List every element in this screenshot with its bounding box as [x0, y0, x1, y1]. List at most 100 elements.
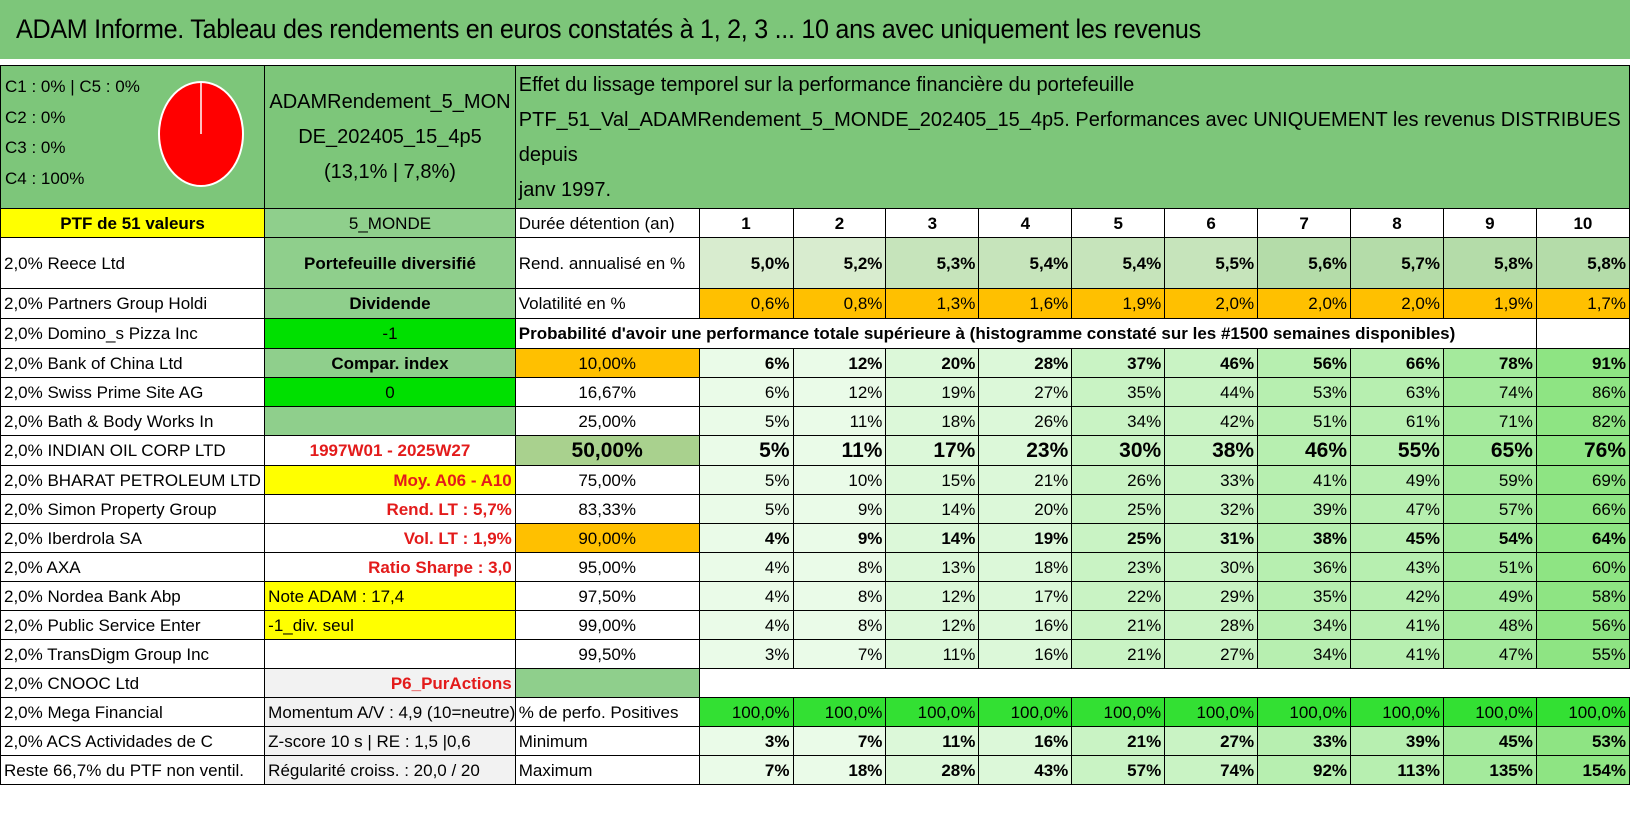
vol-value: 1,9% — [1071, 288, 1166, 319]
probability-value: 36% — [1257, 552, 1352, 582]
max-value: 7% — [698, 755, 794, 785]
dividend-label: Dividende — [264, 288, 516, 319]
probability-value: 57% — [1442, 494, 1537, 524]
rend-label: Rend. annualisé en % — [514, 237, 700, 289]
vol-label: Volatilité en % — [514, 288, 700, 319]
probability-value: 12% — [792, 348, 887, 378]
probability-value: 8% — [792, 552, 887, 582]
probability-value: 3% — [698, 639, 794, 669]
min-label: Minimum — [514, 726, 700, 756]
table-row: 2,0% Domino_s Pizza Inc -1 Probabilité d'a… — [0, 318, 1630, 349]
rend-lt-label: Rend. LT : 5,7% — [264, 494, 516, 524]
probability-value: 60% — [1535, 552, 1630, 582]
probability-value: 25% — [1071, 523, 1166, 553]
table-row: Reste 66,7% du PTF non ventil. Régularité… — [0, 755, 1630, 785]
probability-value: 5% — [698, 406, 794, 436]
vol-value: 1,9% — [1442, 288, 1537, 319]
vol-value: 2,0% — [1257, 288, 1352, 319]
table-row: 2,0% Mega Financial Momentum A/V : 4,9 (1… — [0, 697, 1630, 727]
year-header: 9 — [1442, 208, 1537, 238]
probability-value: 18% — [885, 406, 980, 436]
probability-value: 43% — [1350, 552, 1444, 582]
composition-cell: C1 : 0% | C5 : 0% C2 : 0% C3 : 0% C4 : 1… — [0, 65, 266, 209]
probability-value: 39% — [1257, 494, 1352, 524]
year-header: 7 — [1257, 208, 1352, 238]
probability-value: 12% — [885, 610, 980, 640]
probability-value: 71% — [1442, 406, 1537, 436]
probability-value: 19% — [978, 523, 1073, 553]
probability-value: 65% — [1442, 435, 1537, 466]
probability-value: 4% — [698, 552, 794, 582]
momentum-label: Momentum A/V : 4,9 (10=neutre) — [264, 697, 516, 727]
positive-value: 100,0% — [978, 697, 1073, 727]
table-row: 2,0% Bank of China Ltd Compar. index 10,00… — [0, 348, 1630, 378]
positive-value: 100,0% — [1535, 697, 1630, 727]
holding-name: 2,0% Partners Group Holdi — [0, 288, 266, 319]
probability-value: 31% — [1164, 523, 1259, 553]
probability-value: 17% — [885, 435, 980, 466]
probability-value: 55% — [1535, 639, 1630, 669]
probability-value: 26% — [978, 406, 1073, 436]
min-value: 16% — [978, 726, 1073, 756]
empty-green-cell — [264, 406, 516, 436]
min-value: 33% — [1257, 726, 1352, 756]
max-value: 18% — [792, 755, 887, 785]
probability-value: 61% — [1350, 406, 1444, 436]
table-row: 2,0% AXA Ratio Sharpe : 3,0 95,00% 4% 8% 13% 1… — [0, 552, 1630, 582]
vol-value: 1,3% — [885, 288, 980, 319]
empty-cell — [699, 668, 1630, 698]
probability-value: 21% — [1071, 639, 1166, 669]
probability-value: 42% — [1164, 406, 1259, 436]
probability-value: 51% — [1442, 552, 1537, 582]
portfolio-name-line1: ADAMRendement_5_MON — [269, 90, 511, 113]
probability-threshold: 10,00% — [514, 348, 700, 378]
rend-value: 5,4% — [1071, 237, 1166, 289]
composition-line: C2 : 0% — [5, 107, 66, 127]
probability-value: 48% — [1442, 610, 1537, 640]
probability-value: 5% — [698, 465, 794, 495]
holding-name: Reste 66,7% du PTF non ventil. — [0, 755, 266, 785]
probability-value: 21% — [978, 465, 1073, 495]
max-label: Maximum — [514, 755, 700, 785]
probability-value: 8% — [792, 610, 887, 640]
probability-value: 23% — [978, 435, 1073, 466]
vol-lt-label: Vol. LT : 1,9% — [264, 523, 516, 553]
probability-value: 59% — [1442, 465, 1537, 495]
probability-value: 35% — [1071, 377, 1166, 407]
probability-value: 32% — [1164, 494, 1259, 524]
composition-pie-chart — [158, 81, 244, 187]
vol-value: 1,6% — [978, 288, 1073, 319]
probability-value: 9% — [792, 523, 887, 553]
holding-name: 2,0% BHARAT PETROLEUM LTD — [0, 465, 266, 495]
minus-one-value: -1 — [264, 318, 516, 349]
zero-value: 0 — [264, 377, 516, 407]
year-header: 10 — [1535, 208, 1630, 238]
probability-value: 16% — [978, 639, 1073, 669]
holding-name: 2,0% Public Service Enter — [0, 610, 266, 640]
probability-value: 34% — [1071, 406, 1166, 436]
holding-name: 2,0% ACS Actividades de C — [0, 726, 266, 756]
probability-threshold: 99,50% — [514, 639, 700, 669]
probability-value: 33% — [1164, 465, 1259, 495]
probability-value: 69% — [1535, 465, 1630, 495]
p6-label: P6_PurActions — [264, 668, 516, 698]
probability-threshold: 25,00% — [514, 406, 700, 436]
probability-value: 47% — [1350, 494, 1444, 524]
probability-value: 16% — [978, 610, 1073, 640]
probability-value: 51% — [1257, 406, 1352, 436]
probability-value: 11% — [792, 435, 887, 466]
table-row: PTF de 51 valeurs 5_MONDE Durée détention … — [0, 208, 1630, 238]
probability-value: 45% — [1350, 523, 1444, 553]
rend-value: 5,4% — [978, 237, 1073, 289]
probability-value: 20% — [978, 494, 1073, 524]
positive-value: 100,0% — [792, 697, 887, 727]
probability-value: 56% — [1535, 610, 1630, 640]
probability-value: 64% — [1535, 523, 1630, 553]
portfolio-name-line2: DE_202405_15_4p5 — [298, 125, 482, 148]
holding-name: 2,0% Reece Ltd — [0, 237, 266, 289]
probability-value: 23% — [1071, 552, 1166, 582]
probability-value: 13% — [885, 552, 980, 582]
probability-value: 30% — [1071, 435, 1166, 466]
probability-value: 27% — [978, 377, 1073, 407]
probability-value: 20% — [885, 348, 980, 378]
